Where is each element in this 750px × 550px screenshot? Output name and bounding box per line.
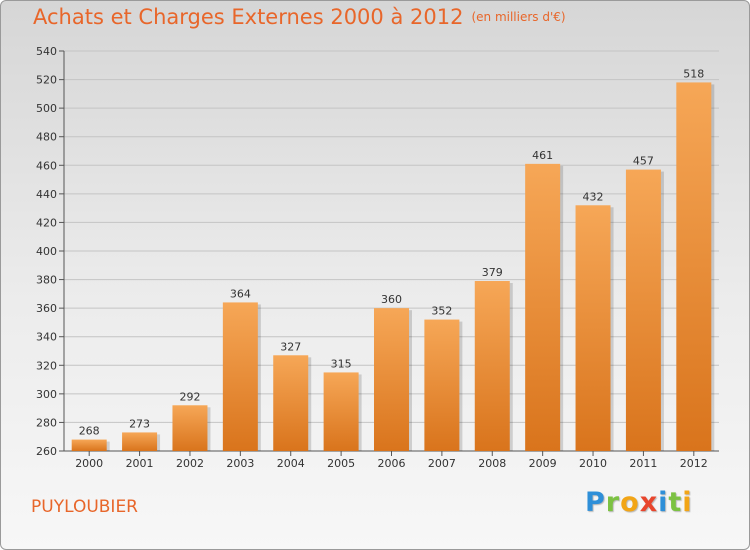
y-tick-label: 420 [36,216,57,229]
logo-letter: i [658,487,669,518]
logo-letter: t [668,487,683,518]
y-tick-label: 360 [36,302,57,315]
bar [525,163,561,451]
x-tick-label: 2003 [226,457,254,470]
chart-subtitle: (en milliers d'€) [471,10,566,24]
bar-value-label: 364 [230,287,251,300]
bar-value-label: 360 [381,293,402,306]
y-tick-label: 520 [36,74,57,87]
x-tick-label: 2006 [378,457,406,470]
bar-value-label: 518 [683,67,704,80]
x-tick-label: 2007 [428,457,456,470]
logo-letter: x [639,487,659,518]
bar [374,308,409,451]
x-tick-label: 2004 [277,457,305,470]
bar-value-label: 461 [532,149,553,162]
bar [625,169,661,452]
y-tick-label: 320 [36,359,57,372]
bar-value-label: 327 [280,340,301,353]
bar [575,205,611,451]
y-tick-label: 500 [36,102,57,115]
bar [273,355,309,451]
bar [323,372,359,451]
y-tick-label: 380 [36,274,57,287]
bar [424,319,460,451]
x-tick-label: 2008 [478,457,506,470]
y-tick-label: 440 [36,188,57,201]
logo-letter: r [605,487,621,518]
chart-title: Achats et Charges Externes 2000 à 2012 (e… [33,5,566,29]
bar-value-label: 292 [179,390,200,403]
bar-value-label: 268 [79,425,100,438]
y-tick-label: 340 [36,331,57,344]
bar [222,302,258,451]
x-tick-label: 2000 [75,457,103,470]
y-tick-label: 280 [36,416,57,429]
y-tick-label: 300 [36,388,57,401]
y-tick-label: 400 [36,245,57,258]
bar [474,281,510,451]
y-tick-label: 460 [36,159,57,172]
bar-value-label: 457 [633,155,654,168]
y-tick-label: 540 [36,45,57,58]
title-text: Achats et Charges Externes 2000 à 2012 [33,5,464,29]
bar-value-label: 379 [482,266,503,279]
logo-letter: P [585,487,606,518]
bar [71,439,107,451]
y-tick-label: 260 [36,445,57,458]
bar [122,432,158,451]
x-tick-label: 2010 [579,457,607,470]
logo-letter: i [682,487,693,518]
bar-value-label: 432 [583,190,604,203]
bar-value-label: 273 [129,417,150,430]
bar-value-label: 315 [331,357,352,370]
y-tick-label: 480 [36,131,57,144]
x-tick-label: 2002 [176,457,204,470]
x-tick-label: 2009 [529,457,557,470]
logo-letter: o [620,487,640,518]
x-tick-label: 2011 [629,457,657,470]
proxiti-logo: Proxiti [585,487,693,518]
place-name: PUYLOUBIER [31,497,138,517]
bar [676,82,712,451]
x-tick-label: 2005 [327,457,355,470]
bar [172,405,208,451]
x-tick-label: 2012 [680,457,708,470]
bar-value-label: 352 [431,305,452,318]
x-tick-label: 2001 [126,457,154,470]
